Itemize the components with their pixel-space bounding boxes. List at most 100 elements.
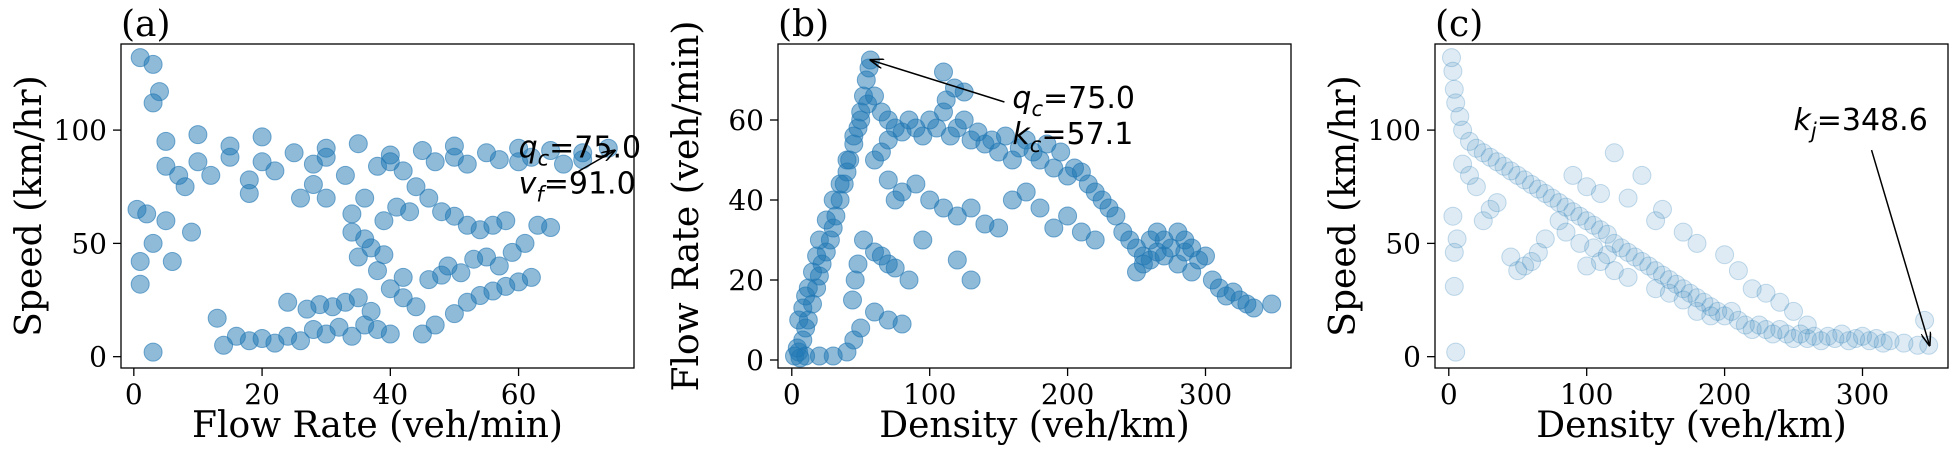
data-point [843,290,862,310]
data-point [1444,242,1464,262]
data-point [342,222,362,242]
x-tick-label: 200 [1698,378,1751,411]
data-point [1618,188,1638,208]
data-point [143,54,163,74]
data-point [1797,329,1817,348]
data-point [996,126,1015,146]
data-point [1556,197,1576,217]
data-point [1646,279,1666,299]
data-point [374,211,394,231]
y-tick-label: 0 [746,344,764,377]
data-point [316,147,336,167]
data-point [207,308,227,328]
data-point [1604,143,1624,163]
data-point [1818,326,1838,346]
data-point [400,202,420,222]
data-point [1501,247,1521,267]
data-point [1625,247,1645,267]
annotation-text: qc=75.0 [1012,81,1135,121]
data-point [1597,245,1617,265]
data-point [1756,320,1776,339]
data-point [785,346,804,366]
data-point [1673,222,1693,242]
annotation-arrow [1870,149,1930,345]
data-point [1639,256,1659,276]
data-point [451,263,471,283]
x-tick-label: 200 [1041,378,1094,411]
data-point [1460,131,1479,151]
y-tick-label: 0 [1403,341,1421,374]
data-point [961,270,981,290]
data-point [406,297,426,317]
data-point [380,152,400,172]
data-point [913,230,933,250]
data-point [1846,329,1866,348]
data-point [182,222,201,242]
y-tick-label: 0 [89,341,107,374]
x-axis-label: Density (veh/km) [1536,405,1847,446]
data-point [1522,252,1541,271]
data-point [1244,298,1264,318]
data-point [860,50,880,70]
data-point [854,230,873,250]
data-point [130,274,150,294]
data-point [1687,288,1707,308]
data-point [1597,224,1617,244]
data-point [380,279,400,299]
data-point [162,252,182,271]
annotation-text: qc=75.0 [519,130,642,170]
data-point [355,188,375,208]
data-point [1715,306,1735,326]
y-axis-label: Speed (km/hr) [1323,75,1364,336]
data-point [143,93,163,113]
x-tick-label: 0 [1440,378,1458,411]
data-point [1687,301,1707,321]
data-point [541,141,561,160]
data-point [1584,238,1604,258]
data-point [393,267,413,287]
data-point [844,126,864,146]
data-point [1563,165,1583,185]
plot-frame [1434,43,1949,369]
data-point [1453,120,1473,140]
data-point [798,278,818,298]
x-axis-label: Flow Rate (veh/min) [192,405,563,446]
x-tick-label: 20 [244,378,280,411]
data-point [130,252,150,271]
data-point [1701,306,1721,326]
data-point [444,206,464,226]
data-point [1701,297,1721,317]
data-point [1444,276,1464,296]
x-axis-label: Density (veh/km) [879,405,1190,446]
x-tick-label: 100 [1560,378,1613,411]
data-point [1604,261,1624,281]
data-point [1728,310,1748,330]
data-point [807,246,827,266]
data-point [1549,193,1569,213]
data-point [1044,218,1064,238]
data-point [830,174,850,194]
points-3 [1442,48,1939,362]
data-point [1894,333,1914,353]
data-point [1604,233,1624,253]
data-point [803,262,822,282]
data-point [489,256,509,276]
data-point [342,204,362,224]
data-point [848,254,868,274]
data-point [278,292,298,312]
data-point [374,245,394,265]
data-point [419,188,439,208]
data-point [878,130,898,150]
data-point [1673,279,1693,299]
data-point [1919,335,1939,355]
plot-frame [777,43,1292,369]
panel-1: 0 20 40 60 0 50 100 Flow Rate (veh/min) Speed (k… [9,4,641,446]
data-point [521,267,541,287]
data-point [1742,320,1762,339]
data-point [1680,283,1700,303]
data-point [239,184,259,203]
data-point [1742,279,1762,299]
data-point [1058,206,1078,226]
data-point [361,301,381,321]
data-point [220,147,240,167]
